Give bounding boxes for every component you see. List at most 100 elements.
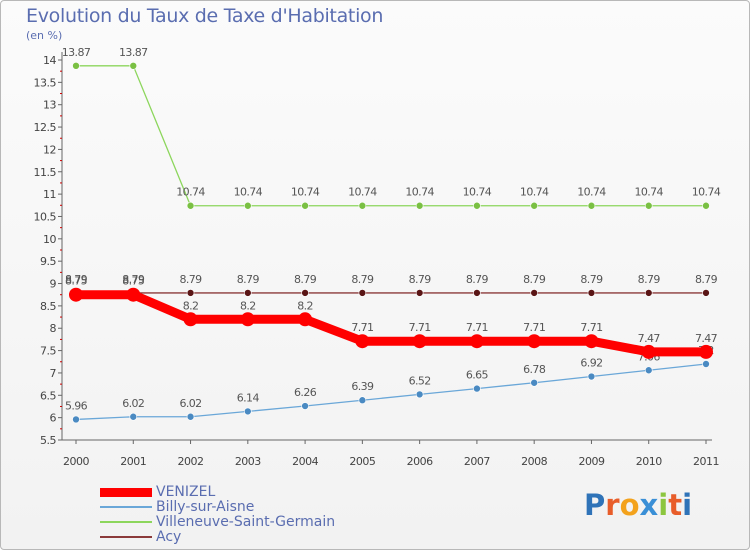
y-axis-unit-label: (en %): [26, 29, 63, 42]
data-label: 6.02: [179, 397, 201, 410]
data-label: 10.74: [520, 186, 549, 199]
logo-letter: t: [668, 488, 683, 522]
data-label: 13.87: [119, 46, 148, 59]
data-label: 8.79: [65, 273, 88, 286]
legend-swatch: [100, 521, 152, 523]
data-point: [644, 201, 653, 210]
data-label: 10.74: [176, 186, 205, 199]
y-tick-label: 12: [43, 143, 56, 156]
legend-label: Villeneuve-Saint-Germain: [156, 514, 336, 530]
data-point: [244, 201, 252, 210]
data-point: [415, 289, 424, 297]
data-point: [301, 201, 309, 210]
x-tick-label: 2007: [464, 455, 490, 468]
y-tick-label: 8: [50, 322, 57, 335]
data-point: [355, 334, 370, 349]
legend-label: VENIZEL: [156, 484, 216, 500]
data-point: [587, 289, 596, 297]
y-tick-label: 13: [43, 99, 56, 112]
logo-letter: o: [619, 488, 640, 522]
series-villeneuve-saint-germain: 13.87 13.87 10.74 10.74 10.74 10.74 10.74 10.74…: [62, 46, 721, 210]
data-label: 6.39: [351, 380, 374, 393]
data-point: [358, 201, 367, 210]
series-line: [76, 290, 706, 357]
data-label: 8.79: [351, 273, 374, 286]
y-tick-label: 14: [43, 54, 56, 67]
data-point: [530, 201, 538, 210]
x-tick-label: 2008: [521, 455, 547, 468]
data-point: [298, 312, 313, 327]
data-label: 10.74: [692, 186, 721, 199]
data-point: [186, 201, 195, 210]
data-point: [126, 287, 141, 302]
data-label: 8.79: [237, 273, 260, 286]
x-tick-label: 2009: [578, 455, 604, 468]
data-point: [469, 334, 484, 349]
logo-letter: x: [639, 488, 659, 522]
x-tick-label: 2011: [693, 455, 719, 468]
y-tick-label: 10: [43, 233, 56, 246]
data-label: 13.87: [62, 46, 91, 59]
chart-title: Evolution du Taux de Taxe d'Habitation: [26, 5, 384, 27]
data-label: 5.96: [65, 399, 88, 412]
x-tick-label: 2003: [235, 455, 261, 468]
data-point: [129, 412, 138, 421]
y-tick-label: 10.5: [34, 210, 57, 223]
series-acy: 8.79 8.79 8.79 8.79 8.79 8.79 8.79 8.79 8.79 8.79…: [65, 273, 718, 297]
data-label: 6.02: [122, 397, 144, 410]
legend-label: Billy-sur-Aisne: [156, 499, 255, 515]
data-point: [72, 62, 80, 70]
data-point: [240, 312, 255, 327]
logo-letter: i: [658, 488, 669, 522]
data-label: 10.74: [463, 186, 492, 199]
legend-swatch: [100, 487, 152, 497]
data-point: [584, 334, 599, 349]
data-point: [412, 334, 427, 349]
y-tick-label: 13.5: [34, 76, 57, 89]
data-label: 8.79: [466, 273, 489, 286]
x-tick-label: 2001: [120, 455, 146, 468]
y-tick-label: 9: [50, 278, 57, 291]
data-label: 10.74: [234, 186, 263, 199]
data-label: 8.2: [240, 299, 256, 312]
legend-swatch: [100, 536, 152, 538]
data-point: [415, 390, 424, 399]
data-point: [244, 289, 252, 297]
data-point: [587, 201, 596, 210]
data-label: 8.2: [297, 299, 313, 312]
data-point: [530, 289, 538, 297]
data-label: 6.52: [409, 374, 431, 387]
data-point: [301, 402, 309, 410]
series-billy-sur-aisne: 5.96 6.02 6.02 6.14 6.26 6.39 6.52 6.65 6.78 6.92…: [65, 344, 714, 424]
data-label: 8.75: [122, 275, 145, 288]
logo-letter: P: [584, 488, 606, 522]
data-label: 8.79: [179, 273, 202, 286]
data-point: [473, 289, 481, 297]
data-label: 7.71: [523, 321, 545, 334]
series-line: [75, 363, 707, 421]
y-tick-label: 7.5: [40, 345, 56, 358]
y-tick-label: 6.5: [40, 389, 56, 402]
series-venizel: 8.75 8.75 8.2 8.2 8.2 7.71 7.71 7.71 7.71 7.71 7.4…: [65, 275, 718, 359]
data-label: 7.71: [580, 321, 602, 334]
data-point: [641, 344, 656, 359]
data-point: [702, 360, 710, 368]
data-label: 8.79: [409, 273, 432, 286]
y-tick-label: 11: [43, 188, 56, 201]
x-tick-label: 2006: [407, 455, 433, 468]
data-point: [69, 287, 83, 302]
data-label: 6.14: [237, 391, 260, 404]
data-label: 10.74: [405, 186, 434, 199]
data-label: 10.74: [577, 186, 606, 199]
y-tick-label: 6: [50, 412, 57, 425]
data-label: 7.71: [466, 321, 488, 334]
data-point: [129, 62, 138, 70]
y-tick-label: 5.5: [40, 434, 56, 447]
data-point: [644, 366, 653, 375]
data-point: [186, 412, 195, 421]
data-label: 6.92: [580, 357, 602, 370]
logo-letter: r: [605, 488, 620, 522]
data-label: 8.79: [122, 273, 145, 286]
